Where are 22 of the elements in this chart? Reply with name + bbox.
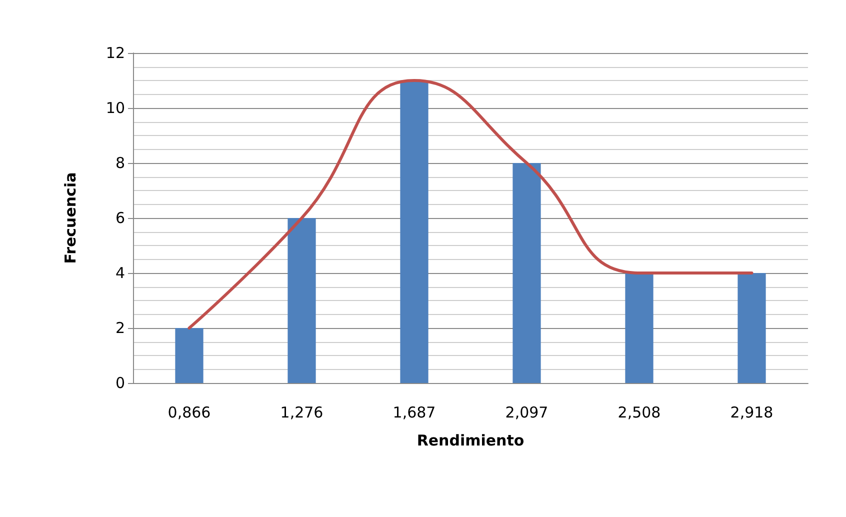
y-tick-label: 8	[115, 154, 125, 172]
line-series	[188, 79, 754, 330]
bar	[400, 80, 428, 383]
x-tick-label: 0,866	[168, 404, 211, 422]
x-tick-label: 2,918	[730, 404, 774, 422]
y-tick-label: 4	[115, 264, 125, 282]
y-tick-label: 6	[115, 209, 125, 227]
bar	[175, 328, 204, 383]
y-tick-label: 10	[106, 99, 125, 117]
bar	[738, 273, 766, 383]
bar	[625, 273, 654, 383]
x-tick-label: 2,508	[618, 404, 661, 422]
x-tick-label: 1,276	[280, 404, 324, 422]
x-tick-label: 1,687	[392, 404, 436, 422]
x-axis-title: Rendimiento	[416, 432, 524, 450]
y-tick-label: 0	[115, 374, 125, 392]
y-tick-label: 12	[106, 44, 125, 62]
x-tick-label: 2,097	[505, 404, 548, 422]
bar	[288, 218, 316, 383]
y-axis-title: Frecuencia	[62, 172, 80, 264]
y-tick-label: 2	[115, 319, 125, 337]
bar	[512, 163, 541, 383]
